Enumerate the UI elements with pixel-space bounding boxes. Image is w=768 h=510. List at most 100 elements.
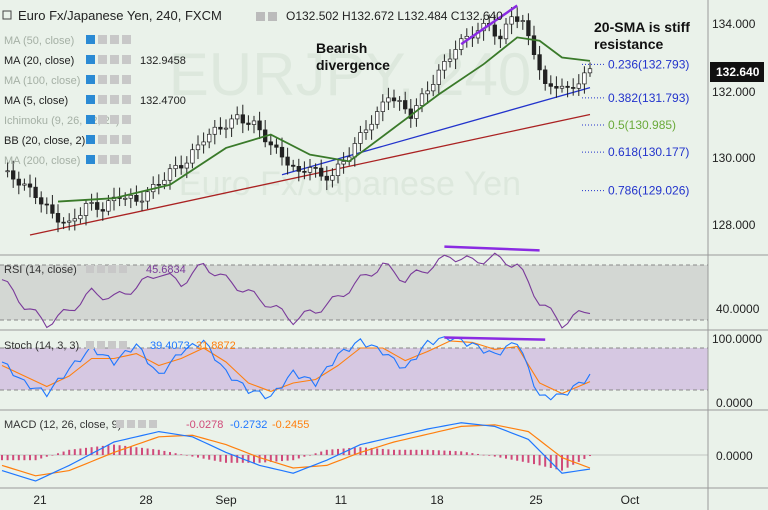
macd-histogram-bar	[34, 455, 37, 461]
macd-histogram-bar	[544, 455, 547, 467]
macd-histogram-bar	[521, 455, 524, 462]
candle-body	[565, 85, 570, 88]
indicator-value: 132.4700	[140, 95, 186, 107]
indicator-settings-icon	[98, 95, 107, 104]
macd-histogram-bar	[325, 449, 328, 455]
price-plot	[5, 4, 593, 236]
macd-histogram-bar	[566, 455, 569, 468]
macd-histogram-bar	[29, 455, 31, 461]
macd-histogram-bar	[561, 455, 563, 471]
macd-histogram-bar	[426, 449, 429, 455]
indicator-eye-icon	[86, 115, 95, 124]
candle-body	[257, 120, 262, 131]
candle-body	[5, 170, 10, 173]
annotation-resistance-word: resistance	[594, 36, 663, 52]
macd-histogram-bar	[365, 447, 367, 455]
macd-histogram-bar	[348, 448, 351, 455]
indicator-add-icon	[110, 35, 119, 44]
macd-histogram-bar	[488, 455, 491, 456]
annotation-bearish: Bearish	[316, 40, 367, 56]
rsi-divergence-line	[444, 245, 540, 252]
macd-value: -0.2732	[230, 419, 267, 431]
candle-body	[302, 171, 307, 173]
candle-body	[442, 60, 447, 71]
last-price-value: 132.640	[716, 65, 760, 79]
macd-histogram-bar	[309, 455, 311, 456]
indicator-label: MA (100, close)	[4, 75, 80, 87]
candle-body	[537, 54, 542, 71]
macd-histogram-bar	[415, 449, 418, 455]
macd-histogram-bar	[68, 449, 71, 455]
candle-body	[492, 24, 497, 37]
series-visibility-icon[interactable]	[2, 10, 12, 20]
candle-body	[235, 114, 240, 120]
macd-hist-value: -0.0278	[186, 419, 223, 431]
candle-body	[296, 166, 301, 172]
time-tick-28: 28	[139, 493, 153, 507]
stoch-k-value: 39.4073	[150, 340, 190, 352]
rsi-label: RSI (14, close)	[4, 264, 77, 276]
candle-body	[173, 165, 178, 170]
candle-body	[195, 144, 201, 151]
header-settings-icons[interactable]	[256, 12, 277, 21]
macd-histogram-bar	[6, 455, 9, 461]
rsi-settings-icons[interactable]	[86, 265, 127, 273]
macd-histogram-bar	[247, 455, 250, 463]
macd-histogram-bar	[471, 453, 474, 455]
macd-histogram-bar	[398, 449, 401, 455]
time-tick-oct: Oct	[621, 493, 640, 507]
macd-histogram-bar	[185, 455, 188, 456]
macd-histogram-bar	[460, 451, 463, 455]
candle-body	[576, 83, 581, 89]
macd-histogram-bar	[57, 453, 59, 455]
macd-histogram-bar	[113, 444, 115, 455]
candle-body	[554, 86, 559, 89]
candle-body	[431, 84, 436, 92]
indicator-label: MA (50, close)	[4, 35, 74, 47]
macd-histogram-bar	[292, 455, 295, 461]
price-tick-128: 128.000	[712, 218, 756, 232]
indicator-add-icon	[110, 95, 119, 104]
candle-body	[167, 168, 173, 181]
stoch-label: Stoch (14, 3, 3)	[4, 340, 79, 352]
macd-settings-icons[interactable]	[116, 420, 157, 428]
macd-histogram-bar	[258, 455, 261, 463]
price-tick-132: 132.000	[712, 85, 756, 99]
indicator-add-icon	[110, 115, 119, 124]
macd-histogram-bar	[376, 448, 379, 455]
indicator-more-icon	[122, 75, 131, 84]
candle-body	[503, 23, 509, 40]
indicator-more-icon	[122, 155, 131, 164]
macd-histogram-bar	[505, 455, 507, 459]
macd-histogram-bar	[583, 455, 586, 459]
indicator-add-icon	[110, 135, 119, 144]
macd-histogram-bar	[73, 449, 76, 455]
candle-body	[330, 175, 335, 181]
indicator-add-icon	[110, 155, 119, 164]
macd-histogram-bar	[1, 455, 3, 461]
indicator-settings-icon	[98, 55, 107, 64]
macd-histogram-bar	[421, 449, 423, 455]
macd-histogram-bar	[314, 453, 317, 455]
stoch-settings-icons[interactable]	[86, 341, 127, 349]
macd-histogram-bar	[152, 449, 155, 455]
macd-histogram-bar	[23, 455, 26, 461]
macd-histogram-bar	[370, 448, 373, 455]
candle-body	[229, 118, 234, 129]
macd-histogram-bar	[465, 452, 468, 455]
macd-histogram-bar	[141, 447, 143, 455]
macd-histogram-bar	[477, 453, 479, 455]
last-price-badge	[710, 62, 764, 82]
candle-body	[403, 100, 408, 110]
indicator-label: MA (200, close)	[4, 155, 80, 167]
macd-histogram-bar	[197, 455, 199, 458]
candle-body	[251, 120, 257, 125]
candle-body	[559, 85, 565, 89]
macd-histogram-bar	[533, 455, 535, 465]
indicator-label: MA (5, close)	[4, 95, 68, 107]
macd-histogram-bar	[17, 455, 20, 461]
macd-histogram-bar	[135, 447, 138, 455]
candle-body	[106, 200, 111, 212]
candle-body	[145, 191, 150, 202]
candle-body	[218, 126, 223, 130]
